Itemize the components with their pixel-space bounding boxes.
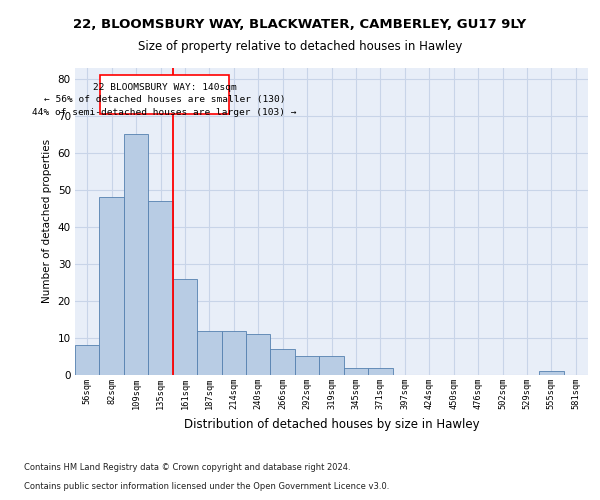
Y-axis label: Number of detached properties: Number of detached properties (42, 139, 52, 304)
Bar (173, 278, 197, 375)
Bar (539, 372, 563, 375)
Text: ← 56% of detached houses are smaller (130): ← 56% of detached houses are smaller (13… (44, 96, 286, 104)
Bar (148, 201, 173, 375)
Bar (368, 368, 392, 375)
Text: 22 BLOOMSBURY WAY: 140sqm: 22 BLOOMSBURY WAY: 140sqm (93, 83, 236, 92)
Text: 44% of semi-detached houses are larger (103) →: 44% of semi-detached houses are larger (… (32, 108, 297, 116)
Text: Size of property relative to detached houses in Hawley: Size of property relative to detached ho… (138, 40, 462, 53)
Text: Contains public sector information licensed under the Open Government Licence v3: Contains public sector information licen… (24, 482, 389, 491)
Bar (319, 356, 344, 375)
Bar (100, 197, 124, 375)
Bar (246, 334, 271, 375)
Bar (197, 330, 221, 375)
Bar (100, 75, 229, 114)
Bar (344, 368, 368, 375)
Bar (75, 346, 100, 375)
Text: 22, BLOOMSBURY WAY, BLACKWATER, CAMBERLEY, GU17 9LY: 22, BLOOMSBURY WAY, BLACKWATER, CAMBERLE… (73, 18, 527, 30)
X-axis label: Distribution of detached houses by size in Hawley: Distribution of detached houses by size … (184, 418, 479, 430)
Bar (221, 330, 246, 375)
Text: Contains HM Land Registry data © Crown copyright and database right 2024.: Contains HM Land Registry data © Crown c… (24, 464, 350, 472)
Bar (295, 356, 319, 375)
Bar (124, 134, 148, 375)
Bar (271, 349, 295, 375)
